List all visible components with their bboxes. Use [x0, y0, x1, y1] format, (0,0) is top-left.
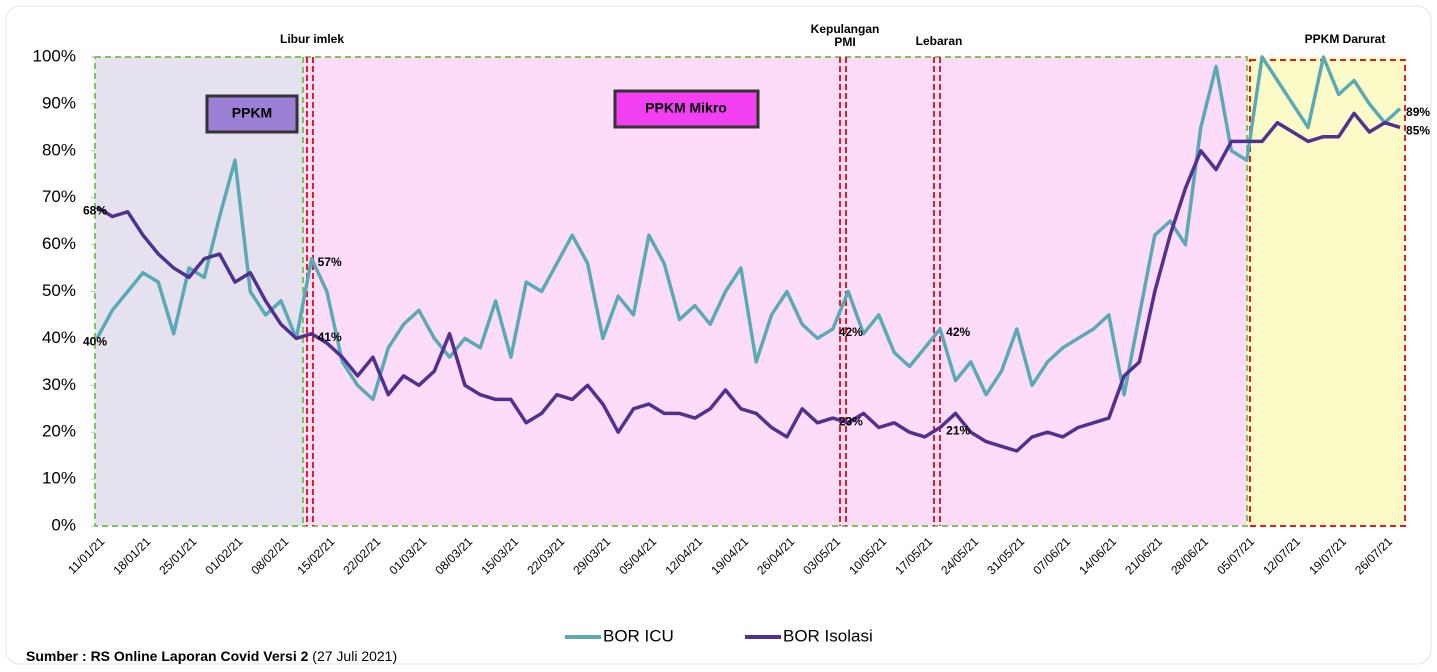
data-label: 21% [946, 424, 970, 438]
ppkm-mikro-box [613, 89, 760, 129]
ppkm-box [205, 94, 299, 134]
data-label: 41% [318, 330, 342, 344]
y-tick-label: 50% [42, 281, 76, 300]
y-tick-label: 0% [51, 515, 76, 534]
y-tick-label: 30% [42, 375, 76, 394]
event-label: Libur imlek [280, 32, 344, 46]
ppkm-darurat-region [1247, 57, 1405, 526]
y-tick-label: 80% [42, 140, 76, 159]
y-tick-label: 10% [42, 469, 76, 488]
y-tick-label: 70% [42, 187, 76, 206]
series-line [95, 55, 1402, 402]
series-line [96, 111, 1401, 453]
period-label: PPKM Mikro [645, 100, 727, 116]
data-label: 89% [1406, 105, 1430, 119]
legend-label: BOR Isolasi [783, 626, 873, 645]
y-tick-label: 100% [33, 46, 76, 65]
event-label: Kepulangan PMI [811, 22, 880, 49]
ppkm-mikro-region [303, 57, 1247, 526]
data-label: 57% [318, 255, 342, 269]
data-label: 42% [839, 325, 863, 339]
data-label: 23% [839, 414, 863, 428]
y-tick-label: 90% [42, 93, 76, 112]
source-date: (27 Juli 2021) [312, 648, 397, 664]
data-label: 85% [1406, 124, 1430, 138]
legend-label: BOR ICU [603, 626, 674, 645]
y-tick-label: 20% [42, 422, 76, 441]
event-lines [306, 57, 941, 526]
region-border [94, 56, 1248, 527]
data-label: 42% [946, 325, 970, 339]
data-label: 68% [83, 203, 107, 217]
event-label: Lebaran [916, 34, 963, 48]
period-label: PPKM [232, 105, 272, 121]
source: Sumber : RS Online Laporan Covid Versi 2… [26, 648, 397, 664]
source-text: Sumber : RS Online Laporan Covid Versi 2 [26, 648, 309, 664]
y-tick-label: 60% [42, 234, 76, 253]
data-label: 40% [83, 335, 107, 349]
period-label: PPKM Darurat [1305, 32, 1386, 46]
y-tick-label: 40% [42, 328, 76, 347]
